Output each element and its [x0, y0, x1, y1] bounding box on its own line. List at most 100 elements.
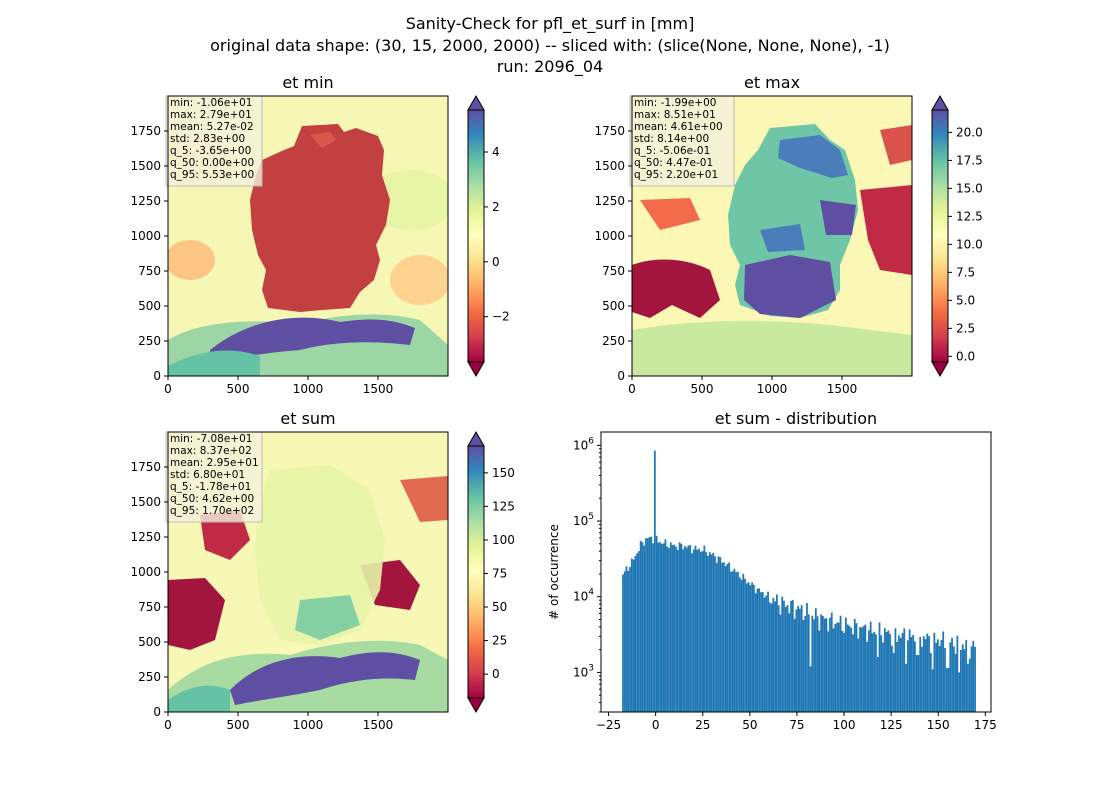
histogram-bar: [848, 625, 851, 712]
histogram-bar: [765, 595, 768, 712]
colorbar: 0 25 50 75 100 125 150: [467, 430, 515, 714]
colorbar-tick-label: 0.0: [956, 349, 975, 363]
histogram-bar: [813, 619, 815, 712]
axes-ticks: 0 500 1000 1500 0 250 500 750 1000 1250 1500 1750: [130, 460, 393, 732]
histogram-bar: [859, 627, 861, 712]
colorbar: −2 0 2 4: [467, 94, 510, 378]
histogram-bar: [650, 536, 653, 712]
x-tick-label: 0: [164, 382, 172, 396]
histogram-bar: [636, 553, 639, 712]
histogram-bar: [814, 608, 817, 712]
histogram-bar: [882, 642, 884, 712]
x-tick-label: 50: [742, 718, 757, 732]
y-axis-label: # of occurrence: [547, 524, 561, 620]
histogram-bar: [868, 630, 870, 712]
histogram-bar: [850, 627, 853, 712]
colorbar-tick-label: 7.5: [956, 265, 975, 279]
histogram-bar: [793, 618, 796, 712]
histogram-bar: [823, 618, 826, 712]
histogram-bar: [956, 635, 959, 712]
histogram-bar: [645, 538, 647, 712]
histogram-bar: [910, 636, 913, 712]
colorbar-tick-label: 15.0: [956, 181, 983, 195]
histogram-bar: [949, 642, 952, 712]
histogram-bar: [834, 624, 837, 712]
histogram-bar: [629, 567, 631, 712]
histogram-bar: [715, 562, 718, 712]
histogram-bar: [740, 579, 743, 712]
stats-box: min: -1.06e+01 max: 2.79e+01 mean: 5.27e…: [165, 95, 263, 187]
histogram-bar: [696, 549, 699, 712]
colorbar-tick-label: 25: [492, 634, 507, 648]
stat-line: std: 6.80e+01: [170, 469, 245, 481]
histogram-bar: [961, 644, 964, 712]
histogram-bar: [627, 570, 630, 712]
histogram-bar: [779, 614, 782, 712]
histogram-bar: [728, 562, 731, 712]
y-tick-label: 500: [138, 635, 161, 649]
histogram-bar: [763, 597, 766, 712]
histogram-bar: [767, 591, 769, 712]
colorbar-gradient: [467, 109, 485, 363]
histogram-bar: [820, 614, 823, 712]
colorbar-gradient: [467, 445, 485, 699]
histogram-bar: [630, 558, 633, 712]
histogram-bar: [698, 548, 700, 712]
histogram-bar: [737, 571, 739, 712]
histogram-bar: [901, 632, 904, 712]
histogram-bar: [952, 646, 955, 712]
y-tick-label: 0: [153, 369, 161, 383]
figure-title-line-3: run: 2096_04: [497, 57, 603, 77]
histogram-bar: [922, 636, 925, 712]
histogram-bar: [795, 609, 798, 712]
histogram-bar: [664, 539, 667, 712]
histogram-bar: [687, 545, 690, 712]
axes-frame: [600, 431, 992, 713]
histogram-bar: [869, 621, 872, 712]
y-tick-label: 250: [138, 334, 161, 348]
y-tick-label: 1500: [130, 159, 161, 173]
histogram-bar: [960, 649, 962, 712]
colorbar-tick-label: 0: [492, 255, 500, 269]
y-tick-label: 750: [138, 264, 161, 278]
histogram-bar: [933, 632, 936, 712]
colorbar-extend-top: [931, 94, 949, 111]
y-tick-label: 750: [602, 264, 625, 278]
stat-line: q_95: 1.70e+02: [170, 505, 254, 517]
y-tick-label: 0: [617, 369, 625, 383]
axes-ticks: 0 500 1000 1500 0 250 500 750 1000 1250 1500 1750: [594, 124, 857, 396]
y-tick-label: 106: [573, 436, 594, 452]
histogram-bar: [712, 552, 715, 712]
histogram-bar: [883, 628, 886, 712]
histogram-bar: [721, 562, 723, 712]
histogram-bar: [638, 551, 640, 712]
histogram-bar: [845, 617, 847, 712]
axes-ticks: 0 500 1000 1500 0 250 500 750 1000 1250 1500 1750: [130, 124, 393, 396]
histogram-bar: [822, 615, 824, 712]
histogram-bar: [791, 600, 794, 712]
histogram-bar: [768, 602, 771, 712]
histogram-bar: [751, 582, 754, 712]
stat-line: max: 2.79e+01: [170, 109, 252, 121]
histogram-bar: [866, 641, 869, 712]
stats-box: min: -7.08e+01 max: 8.37e+02 mean: 2.95e…: [165, 431, 263, 523]
histogram-bar: [738, 577, 741, 712]
stat-line: std: 8.14e+00: [634, 133, 709, 145]
histogram-bar: [804, 616, 807, 712]
histogram-bar: [744, 578, 746, 712]
histogram-bar: [676, 550, 679, 712]
histogram-bar: [864, 624, 867, 712]
histogram-bar: [806, 602, 808, 712]
histogram-bar: [655, 535, 658, 712]
x-tick-label: 500: [227, 718, 250, 732]
histogram-bar: [947, 667, 950, 712]
y-tick-label: 250: [138, 670, 161, 684]
histogram-bar: [788, 613, 791, 712]
histogram-bar: [662, 543, 665, 712]
histogram-bar: [921, 646, 923, 712]
histogram-bar: [669, 542, 672, 712]
y-tick-label: 1000: [130, 565, 161, 579]
y-tick-label: 1250: [130, 194, 161, 208]
stat-line: min: -7.08e+01: [170, 433, 252, 445]
histogram-bar: [722, 562, 725, 712]
